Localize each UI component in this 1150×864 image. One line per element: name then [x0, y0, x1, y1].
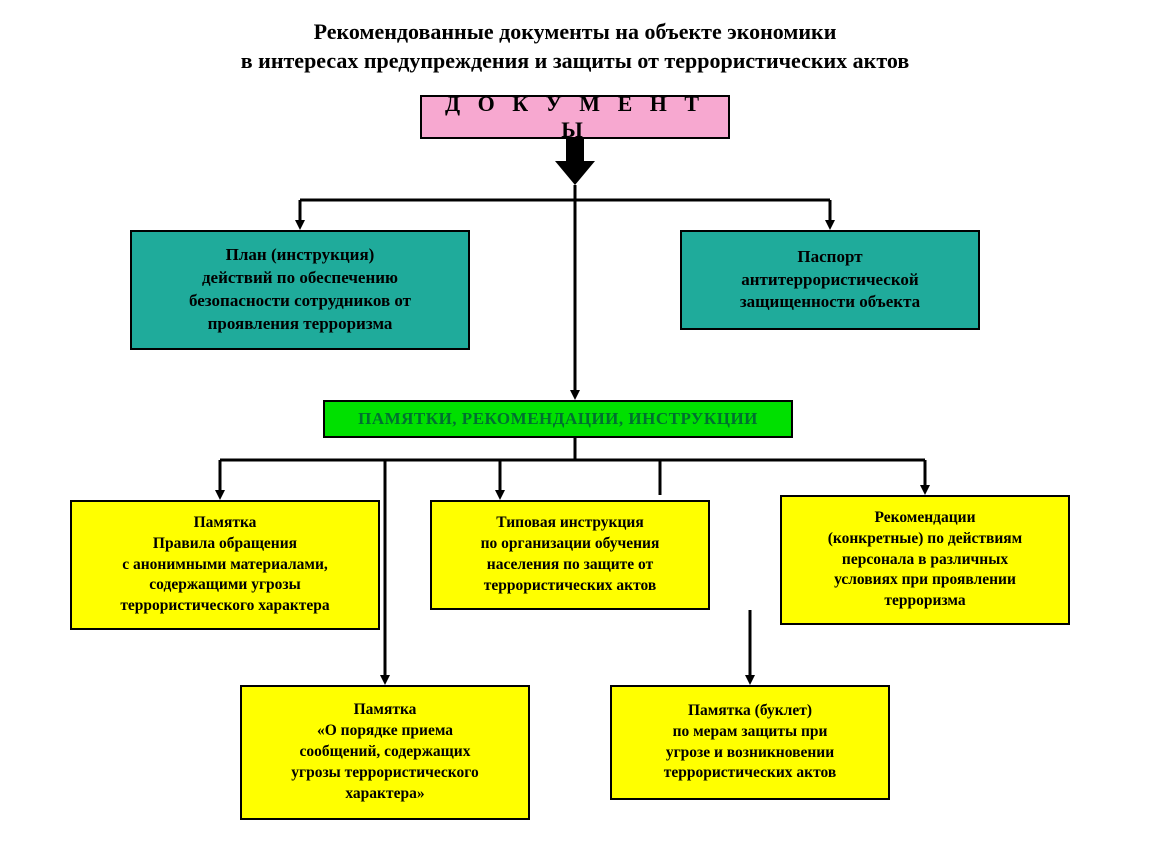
- node-y3: Рекомендации(конкретные) по действиямпер…: [780, 495, 1070, 625]
- node-y4-label: Памятка«О порядке приемасообщений, содер…: [291, 700, 478, 805]
- diagram-title: Рекомендованные документы на объекте эко…: [0, 0, 1150, 75]
- node-y2-label: Типовая инструкцияпо организации обучени…: [481, 513, 660, 597]
- title-line-2: в интересах предупреждения и защиты от т…: [0, 47, 1150, 76]
- node-middle: ПАМЯТКИ, РЕКОМЕНДАЦИИ, ИНСТРУКЦИИ: [323, 400, 793, 438]
- root-arrow: [555, 139, 595, 185]
- node-y3-label: Рекомендации(конкретные) по действиямпер…: [828, 508, 1023, 613]
- node-middle-label: ПАМЯТКИ, РЕКОМЕНДАЦИИ, ИНСТРУКЦИИ: [358, 409, 758, 429]
- node-passport: Паспортантитеррористическойзащищенности …: [680, 230, 980, 330]
- node-root: Д О К У М Е Н Т Ы: [420, 95, 730, 139]
- node-y5-label: Памятка (буклет)по мерам защиты приугроз…: [664, 701, 836, 785]
- node-y2: Типовая инструкцияпо организации обучени…: [430, 500, 710, 610]
- node-root-label: Д О К У М Е Н Т Ы: [432, 91, 718, 143]
- title-line-1: Рекомендованные документы на объекте эко…: [0, 18, 1150, 47]
- node-plan-label: План (инструкция)действий по обеспечению…: [189, 244, 411, 336]
- node-y5: Памятка (буклет)по мерам защиты приугроз…: [610, 685, 890, 800]
- node-y1-label: ПамяткаПравила обращенияс анонимными мат…: [120, 513, 329, 618]
- node-plan: План (инструкция)действий по обеспечению…: [130, 230, 470, 350]
- node-y4: Памятка«О порядке приемасообщений, содер…: [240, 685, 530, 820]
- node-passport-label: Паспортантитеррористическойзащищенности …: [740, 246, 920, 315]
- node-y1: ПамяткаПравила обращенияс анонимными мат…: [70, 500, 380, 630]
